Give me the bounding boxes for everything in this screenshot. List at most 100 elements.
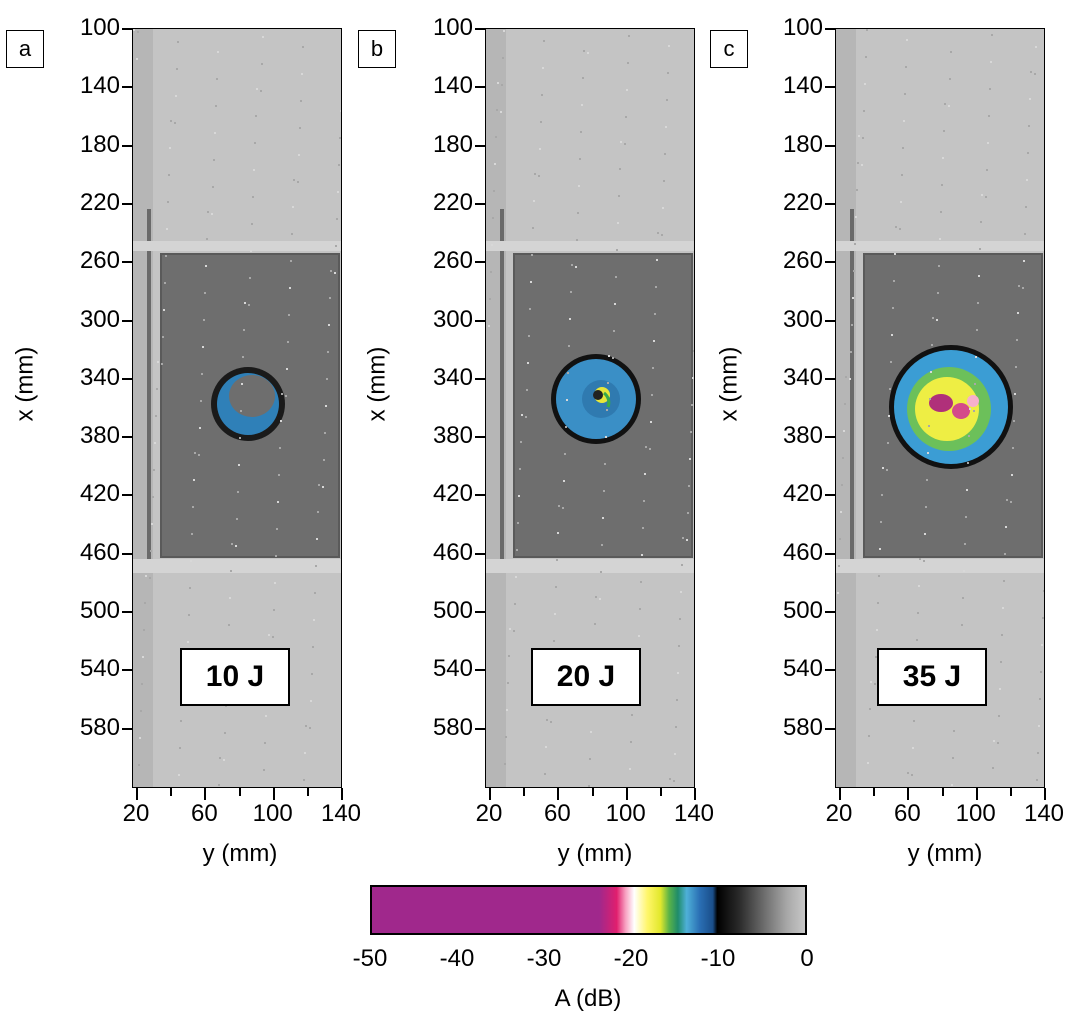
colorbar-title: A (dB): [554, 985, 622, 1012]
x-tick-mark: [475, 86, 485, 89]
x-tick-label: 100: [79, 14, 120, 41]
x-tick-mark: [825, 669, 835, 672]
x-tick-mark: [122, 319, 132, 322]
x-tick-mark: [475, 494, 485, 497]
x-tick-mark: [475, 436, 485, 439]
y-tick-mark: [941, 788, 944, 796]
y-tick-mark: [341, 788, 343, 800]
x-tick-label: 180: [79, 130, 120, 158]
y-tick-mark: [306, 788, 309, 796]
y-tick-mark: [238, 788, 241, 796]
y-axis-title-c: y (mm): [907, 840, 983, 867]
colorbar-tick-1: -40: [439, 945, 475, 972]
x-tick-mark: [122, 611, 132, 613]
x-tick-label: 140: [432, 72, 473, 100]
y-tick-mark: [975, 788, 978, 800]
x-tick-label: 380: [79, 422, 120, 450]
x-tick-label: 460: [432, 538, 473, 566]
y-tick-label: 20: [825, 800, 853, 827]
x-tick-label: 300: [782, 305, 823, 333]
x-tick-mark: [475, 669, 485, 672]
y-tick-mark: [170, 788, 173, 796]
panel-a: a: [0, 0, 360, 880]
colorbar-tick-3: -20: [613, 945, 649, 972]
x-tick-mark: [122, 202, 132, 205]
y-tick-mark: [591, 788, 594, 796]
x-tick-mark: [122, 494, 132, 497]
y-tick-label: 100: [605, 800, 646, 827]
x-tick-mark: [825, 494, 835, 497]
x-tick-mark: [825, 552, 835, 555]
x-tick-label: 220: [432, 188, 473, 216]
y-tick-mark: [873, 788, 876, 796]
y-tick-label: 60: [893, 800, 921, 827]
x-tick-mark: [122, 261, 132, 264]
y-tick-mark: [557, 788, 560, 800]
x-tick-label: 220: [79, 188, 120, 216]
x-tick-label: 500: [79, 597, 120, 624]
x-tick-label: 580: [782, 713, 823, 741]
panel-c: c: [0, 0, 748, 880]
x-tick-mark: [475, 552, 485, 555]
y-tick-mark: [907, 788, 910, 800]
energy-label-c: 35 J: [877, 648, 987, 706]
x-tick-mark: [475, 727, 485, 730]
x-tick-label: 100: [782, 14, 823, 41]
x-tick-mark: [122, 552, 132, 555]
y-tick-mark: [1009, 788, 1012, 796]
x-tick-mark: [122, 144, 132, 147]
y-tick-label: 140: [673, 800, 715, 827]
x-tick-mark: [475, 144, 485, 147]
x-tick-label: 220: [782, 188, 823, 216]
x-tick-label: 420: [782, 480, 823, 508]
y-tick-label: 60: [190, 800, 218, 827]
x-tick-mark: [122, 727, 132, 730]
x-tick-mark: [122, 86, 132, 89]
x-tick-mark: [825, 144, 835, 147]
colorbar-tick-4: -10: [700, 945, 736, 972]
x-axis-title-a: x (mm): [11, 346, 39, 422]
panel-b: b: [0, 0, 396, 880]
scan-image-b: [485, 28, 695, 788]
colorbar-tick-0: -50: [352, 945, 388, 972]
x-tick-label: 260: [782, 247, 823, 275]
y-tick-mark: [204, 788, 207, 800]
y-tick-mark: [1044, 788, 1046, 800]
energy-label-b: 20 J: [531, 648, 641, 706]
x-tick-mark: [825, 436, 835, 439]
panel-letter-b: b: [358, 30, 396, 68]
y-tick-mark: [523, 788, 526, 796]
x-tick-mark: [475, 202, 485, 205]
x-tick-label: 340: [782, 363, 823, 391]
y-tick-mark: [694, 788, 696, 800]
x-tick-mark: [825, 611, 835, 613]
x-tick-mark: [825, 319, 835, 322]
scan-image-a: [132, 28, 342, 788]
y-tick-label: 100: [252, 800, 293, 827]
x-tick-label: 420: [432, 480, 473, 508]
x-tick-label: 580: [432, 713, 473, 741]
x-tick-label: 300: [432, 305, 473, 333]
x-tick-label: 260: [79, 247, 120, 275]
y-tick-label: 140: [320, 800, 362, 827]
colorbar-tick-2: -30: [526, 945, 562, 972]
y-tick-mark: [489, 788, 491, 800]
energy-label-a: 10 J: [180, 648, 290, 706]
x-tick-label: 580: [79, 713, 120, 741]
x-tick-mark: [825, 202, 835, 205]
x-tick-label: 140: [782, 72, 823, 100]
x-tick-label: 540: [432, 655, 473, 683]
x-tick-mark: [825, 727, 835, 730]
x-tick-label: 460: [79, 538, 120, 566]
x-tick-mark: [122, 377, 132, 380]
x-tick-label: 420: [79, 480, 120, 508]
x-tick-mark: [475, 377, 485, 380]
x-tick-mark: [122, 436, 132, 439]
y-tick-label: 140: [1023, 800, 1065, 827]
x-tick-label: 460: [782, 538, 823, 566]
x-tick-label: 340: [432, 363, 473, 391]
x-tick-label: 500: [432, 597, 473, 624]
y-tick-mark: [272, 788, 275, 800]
x-tick-label: 380: [782, 422, 823, 450]
colorbar: [370, 885, 807, 935]
